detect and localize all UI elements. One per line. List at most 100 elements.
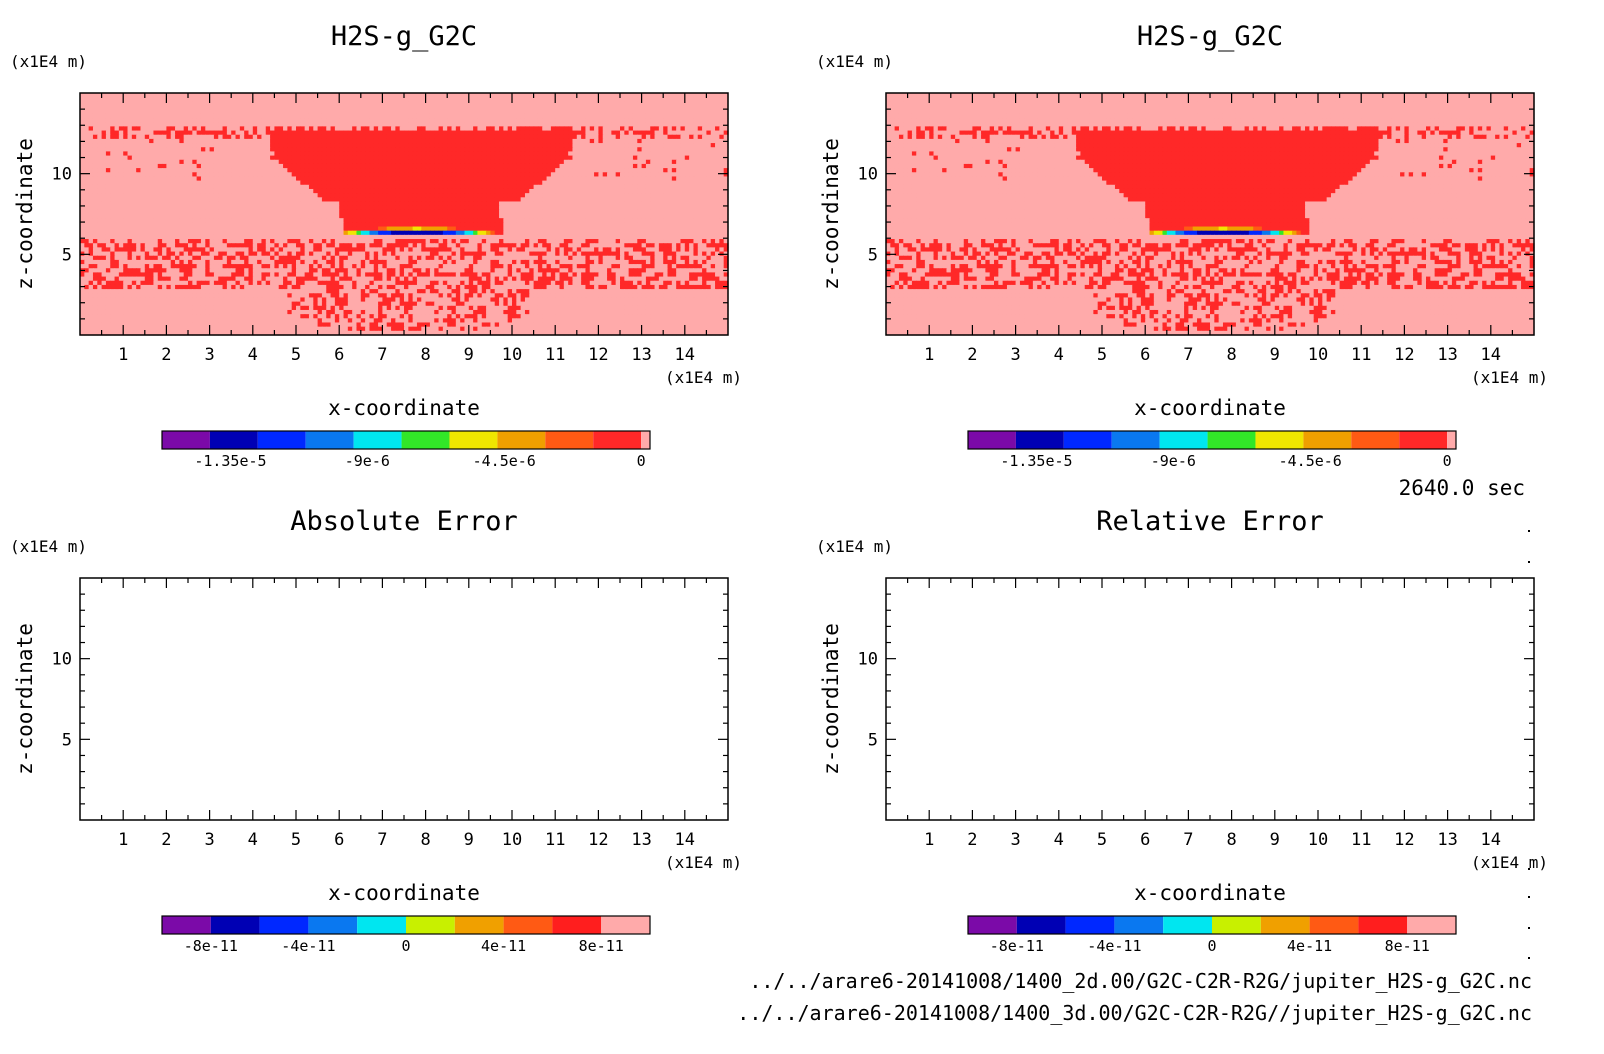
heatmap-cell [490, 93, 496, 98]
heatmap-cell [503, 222, 509, 228]
heatmap-cell [283, 163, 288, 169]
heatmap-cell [429, 134, 435, 140]
heatmap-cell [408, 226, 414, 232]
heatmap-cell [421, 105, 427, 111]
heatmap-cell [715, 205, 720, 211]
heatmap-cell [205, 230, 211, 236]
heatmap-cell [490, 159, 496, 165]
heatmap-cell [442, 214, 448, 219]
heatmap-cell [287, 214, 293, 219]
heatmap-cell [274, 193, 280, 198]
heatmap-cell [689, 126, 695, 132]
heatmap-cell [481, 172, 487, 178]
heatmap-cell [257, 130, 263, 136]
heatmap-cell [356, 163, 362, 169]
heatmap-cell [118, 118, 124, 123]
heatmap-cell [434, 218, 440, 223]
heatmap-cell [719, 93, 725, 98]
heatmap-cell [101, 147, 107, 153]
heatmap-cell [304, 188, 310, 194]
heatmap-cell [296, 209, 301, 215]
heatmap-cell [291, 197, 297, 203]
heatmap-cell [663, 209, 669, 215]
heatmap-cell [317, 105, 323, 111]
heatmap-cell [326, 118, 332, 123]
heatmap-cell [620, 163, 625, 169]
heatmap-cell [131, 197, 137, 203]
heatmap-cell [395, 122, 401, 127]
heatmap-cell [162, 222, 167, 228]
heatmap-cell [585, 176, 591, 182]
heatmap-cell [105, 93, 111, 98]
heatmap-cell [170, 134, 176, 140]
heatmap-cell [568, 226, 574, 232]
heatmap-cell [239, 97, 245, 102]
heatmap-cell [105, 180, 111, 186]
heatmap-cell [416, 101, 422, 107]
heatmap-cell [131, 138, 137, 144]
heatmap-cell [658, 163, 664, 169]
heatmap-cell [494, 118, 500, 123]
heatmap-cell [244, 113, 250, 119]
heatmap-cell [546, 105, 552, 111]
heatmap-cell [200, 218, 206, 223]
heatmap-cell [321, 176, 327, 182]
heatmap-cell [546, 176, 552, 182]
heatmap-cell [559, 209, 565, 215]
heatmap-cell [563, 218, 569, 223]
heatmap-cell [494, 97, 500, 102]
heatmap-cell [274, 222, 280, 228]
heatmap-cell [386, 184, 392, 190]
heatmap-cell [632, 176, 638, 182]
heatmap-cell [162, 101, 167, 107]
heatmap-cell [231, 188, 237, 194]
heatmap-cell [110, 122, 116, 127]
heatmap-cell [239, 218, 245, 223]
heatmap-cell [248, 201, 254, 207]
heatmap-cell [244, 176, 250, 182]
heatmap-cell [218, 222, 224, 228]
heatmap-cell [291, 130, 297, 136]
heatmap-cell [144, 163, 150, 169]
heatmap-cell [512, 193, 517, 198]
heatmap-cell [650, 138, 656, 144]
heatmap-cell [416, 105, 422, 111]
heatmap-cell [274, 168, 280, 173]
heatmap-cell [369, 122, 375, 127]
heatmap-cell [153, 230, 159, 236]
heatmap-cell [481, 188, 487, 194]
heatmap-cell [412, 222, 418, 228]
heatmap-cell [563, 113, 569, 119]
heatmap-cell [196, 93, 202, 98]
heatmap-cell [645, 188, 651, 194]
heatmap-cell [542, 122, 548, 127]
heatmap-cell [127, 193, 133, 198]
heatmap-cell [572, 122, 578, 127]
heatmap-cell [136, 147, 142, 153]
heatmap-cell [231, 163, 237, 169]
heatmap-cell [494, 130, 500, 136]
heatmap-cell [576, 201, 582, 207]
heatmap-cell [101, 118, 107, 123]
panel-1: H2S-g_G2C(x1E4 m)1 2 3 4 5 6 7 8 9 10 11 12 13 14(x1E… [10, 21, 742, 470]
heatmap-cell [131, 218, 137, 223]
heatmap-cell [667, 130, 673, 136]
heatmap-cell [628, 155, 634, 161]
heatmap-cell [702, 130, 707, 136]
heatmap-cell [520, 180, 526, 186]
heatmap-cell [84, 184, 90, 190]
heatmap-cell [101, 113, 107, 119]
heatmap-cell [481, 97, 487, 102]
heatmap-cell [442, 113, 448, 119]
heatmap-cell [667, 168, 673, 173]
heatmap-cell [598, 109, 604, 115]
heatmap-cell [455, 109, 461, 115]
heatmap-cell [637, 226, 643, 232]
heatmap-cell [671, 218, 677, 223]
heatmap-cell [628, 151, 634, 157]
heatmap-cell [343, 184, 349, 190]
heatmap-cell [84, 193, 90, 198]
heatmap-cell [667, 201, 673, 207]
heatmap-cell [460, 155, 466, 161]
heatmap-cell [585, 180, 591, 186]
